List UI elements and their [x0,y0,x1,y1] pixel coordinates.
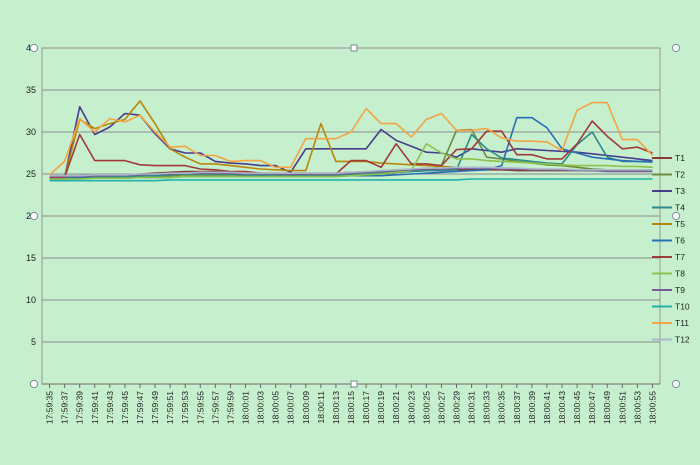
resize-handle [29,43,39,53]
legend: T1 T2 T3 T4 T5 T6 T7 T8 T9 T10 T11 T12 [652,153,690,345]
x-tick-label: 17:59:47 [135,391,145,424]
x-tick-label: 18:00:35 [497,391,507,424]
y-tick-label: 10 [26,295,36,305]
x-tick-label: 18:00:49 [602,391,612,424]
series-line-t12 [49,166,653,177]
x-tick-label: 18:00:39 [527,391,537,424]
x-tick-label: 17:59:55 [195,391,205,424]
x-tick-label: 18:00:43 [557,391,567,424]
legend-label: T8 [675,269,685,279]
y-tick-label: 35 [26,85,36,95]
series-line-t8 [49,143,653,180]
legend-label: T11 [675,318,689,328]
legend-label: T1 [675,153,685,163]
x-tick-label: 18:00:25 [421,391,431,424]
y-tick-label: 25 [26,169,36,179]
x-tick-label: 18:00:19 [376,391,386,424]
x-tick-label: 18:00:05 [271,391,281,424]
series-line-t10 [49,178,653,182]
legend-label: T7 [675,252,685,262]
y-tick-label: 5 [31,337,36,347]
selection-handles [29,43,681,389]
resize-handle [29,379,39,389]
x-tick-label: 17:59:57 [210,391,220,424]
resize-handle [671,379,681,389]
resize-handle [350,44,358,52]
legend-label: T5 [675,219,685,229]
series-line-t11 [48,101,654,176]
x-tick-label: 18:00:37 [512,391,522,424]
x-tick-label: 17:59:35 [45,391,55,424]
legend-label: T12 [675,335,690,345]
x-tick-label: 17:59:37 [60,391,70,424]
x-tick-label: 18:00:53 [632,391,642,424]
x-tick-label: 17:59:39 [75,391,85,424]
x-tick-label: 18:00:13 [331,391,341,424]
x-tick-label: 17:59:59 [225,391,235,424]
series-lines [48,100,654,182]
x-tick-label: 18:00:51 [617,391,627,424]
legend-label: T9 [675,285,685,295]
x-tick-label: 18:00:47 [587,391,597,424]
legend-label: T4 [675,203,685,213]
resize-handle [350,380,358,388]
legend-label: T3 [675,186,685,196]
x-tick-label: 18:00:31 [467,391,477,424]
x-tick-label: 18:00:11 [316,391,326,424]
x-tick-label: 18:00:21 [391,391,401,424]
resize-handle [29,211,39,221]
x-tick-label: 17:59:43 [105,391,115,424]
series-line-t4 [49,131,653,179]
x-tick-label: 18:00:15 [346,391,356,424]
x-tick-label: 17:59:41 [90,391,100,424]
x-tick-label: 17:59:53 [180,391,190,424]
x-tick-label: 18:00:01 [240,391,250,424]
resize-handle [671,211,681,221]
x-tick-label: 18:00:29 [452,391,462,424]
x-tick-label: 18:00:09 [301,391,311,424]
x-tick-label: 17:59:51 [165,391,175,424]
x-tick-label: 18:00:55 [647,391,657,424]
y-tick-label: 15 [26,253,36,263]
legend-label: T2 [675,170,685,180]
x-tick-label: 18:00:45 [572,391,582,424]
x-tick-label: 18:00:33 [482,391,492,424]
x-tick-label: 17:59:49 [150,391,160,424]
legend-label: T10 [675,302,690,312]
resize-handle [671,43,681,53]
x-tick-label: 18:00:07 [286,391,296,424]
series-line-t7 [49,120,653,179]
x-tick-label: 18:00:23 [406,391,416,424]
x-tick-label: 17:59:45 [120,391,130,424]
x-tick-label: 18:00:41 [542,391,552,424]
x-tick-label: 18:00:03 [256,391,266,424]
y-tick-label: 30 [26,127,36,137]
x-tick-label: 18:00:27 [436,391,446,424]
legend-label: T6 [675,236,685,246]
x-tick-label: 18:00:17 [361,391,371,424]
